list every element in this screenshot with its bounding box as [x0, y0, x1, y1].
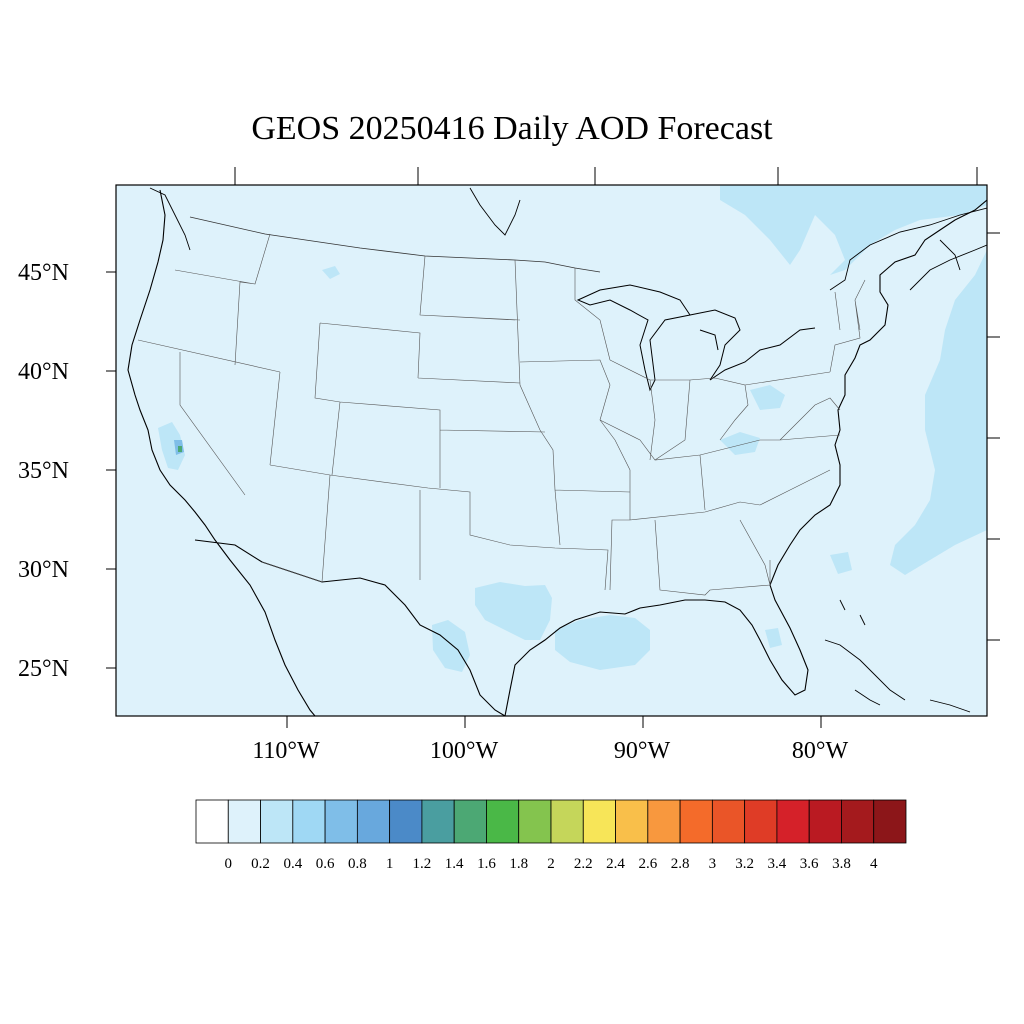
colorbar-swatch-10	[518, 799, 552, 844]
aod-region-texas	[475, 582, 552, 640]
colorbar-swatch-5	[356, 799, 391, 844]
aod-shading	[158, 185, 987, 672]
colorbar-label-5: 1	[385, 856, 394, 872]
colorbar-label-4: 0.8	[347, 856, 367, 872]
aod-region-gulf	[555, 615, 650, 670]
colorbar	[195, 799, 907, 844]
colorbar-swatch-14	[647, 799, 681, 844]
colorbar-swatch-0	[195, 799, 229, 844]
colorbar-label-20: 4	[869, 856, 878, 872]
colorbar-label-2: 0.4	[283, 856, 303, 872]
colorbar-label-8: 1.6	[477, 856, 496, 872]
colorbar-swatch-19	[808, 799, 842, 844]
aod-region-ohio	[750, 385, 785, 410]
colorbar-swatch-7	[421, 799, 455, 844]
lat-label-40: 40°N	[18, 359, 69, 385]
colorbar-swatch-8	[453, 799, 487, 844]
colorbar-swatch-12	[582, 799, 616, 844]
colorbar-label-19: 3.8	[832, 856, 851, 872]
colorbar-label-1: 0.2	[251, 856, 270, 872]
colorbar-swatch-16	[711, 799, 746, 844]
colorbar-label-9: 1.8	[509, 856, 529, 872]
colorbar-swatch-1	[227, 799, 261, 844]
figure-title: GEOS 20250416 Daily AOD Forecast	[251, 110, 773, 147]
colorbar-label-15: 3	[708, 856, 717, 872]
colorbar-label-3: 0.6	[315, 856, 335, 872]
colorbar-swatch-18	[776, 799, 810, 844]
colorbar-label-7: 1.4	[444, 856, 464, 872]
aod-region-florida	[765, 628, 782, 648]
aod-region-texas-south	[432, 620, 470, 672]
lat-label-25: 25°N	[18, 656, 69, 682]
colorbar-label-13: 2.6	[638, 856, 658, 872]
colorbar-swatch-17	[744, 799, 778, 844]
colorbar-label-10: 2	[547, 856, 555, 872]
colorbar-swatch-2	[260, 799, 294, 844]
colorbar-swatch-3	[292, 799, 326, 844]
colorbar-swatch-6	[389, 799, 423, 844]
aod-region-northeast	[720, 185, 987, 275]
lat-label-45: 45°N	[18, 260, 69, 286]
aod-region-california-core	[178, 446, 182, 452]
lon-label-80w: 80°W	[791, 738, 849, 764]
colorbar-label-17: 3.4	[767, 856, 787, 872]
lon-label-110w: 110°W	[252, 738, 320, 764]
aod-region-atlantic	[890, 250, 987, 575]
lat-label-35: 35°N	[18, 458, 69, 484]
aod-region-montana	[322, 266, 340, 279]
colorbar-label-18: 3.6	[799, 856, 819, 872]
colorbar-swatch-13	[615, 799, 649, 844]
map-boundaries	[127, 187, 987, 716]
aod-region-kentucky	[720, 432, 760, 455]
colorbar-label-0: 0	[224, 856, 233, 872]
lon-label-90w: 90°W	[613, 738, 671, 764]
canada-coast	[149, 187, 987, 291]
lat-label-30: 30°N	[18, 557, 69, 583]
caribbean-islands	[824, 599, 971, 713]
us-canada-border	[189, 216, 601, 273]
colorbar-label-6: 1.2	[412, 856, 432, 872]
colorbar-swatch-15	[679, 799, 713, 844]
aod-region-california	[158, 422, 185, 470]
colorbar-swatch-4	[324, 799, 358, 844]
colorbar-label-12: 2.4	[606, 856, 625, 872]
state-borders	[137, 233, 866, 596]
map-background	[116, 185, 987, 716]
axis-ticks	[106, 167, 1000, 728]
aod-region-caribbean	[830, 552, 852, 574]
colorbar-swatch-21	[873, 799, 907, 844]
colorbar-swatch-11	[550, 799, 584, 844]
colorbar-label-16: 3.2	[735, 856, 754, 872]
colorbar-label-14: 2.8	[670, 856, 690, 872]
colorbar-label-11: 2.2	[573, 856, 593, 872]
map-frame	[115, 184, 988, 717]
colorbar-swatch-9	[486, 799, 520, 844]
lon-label-100w: 100°W	[429, 738, 499, 764]
colorbar-swatch-20	[841, 799, 875, 844]
